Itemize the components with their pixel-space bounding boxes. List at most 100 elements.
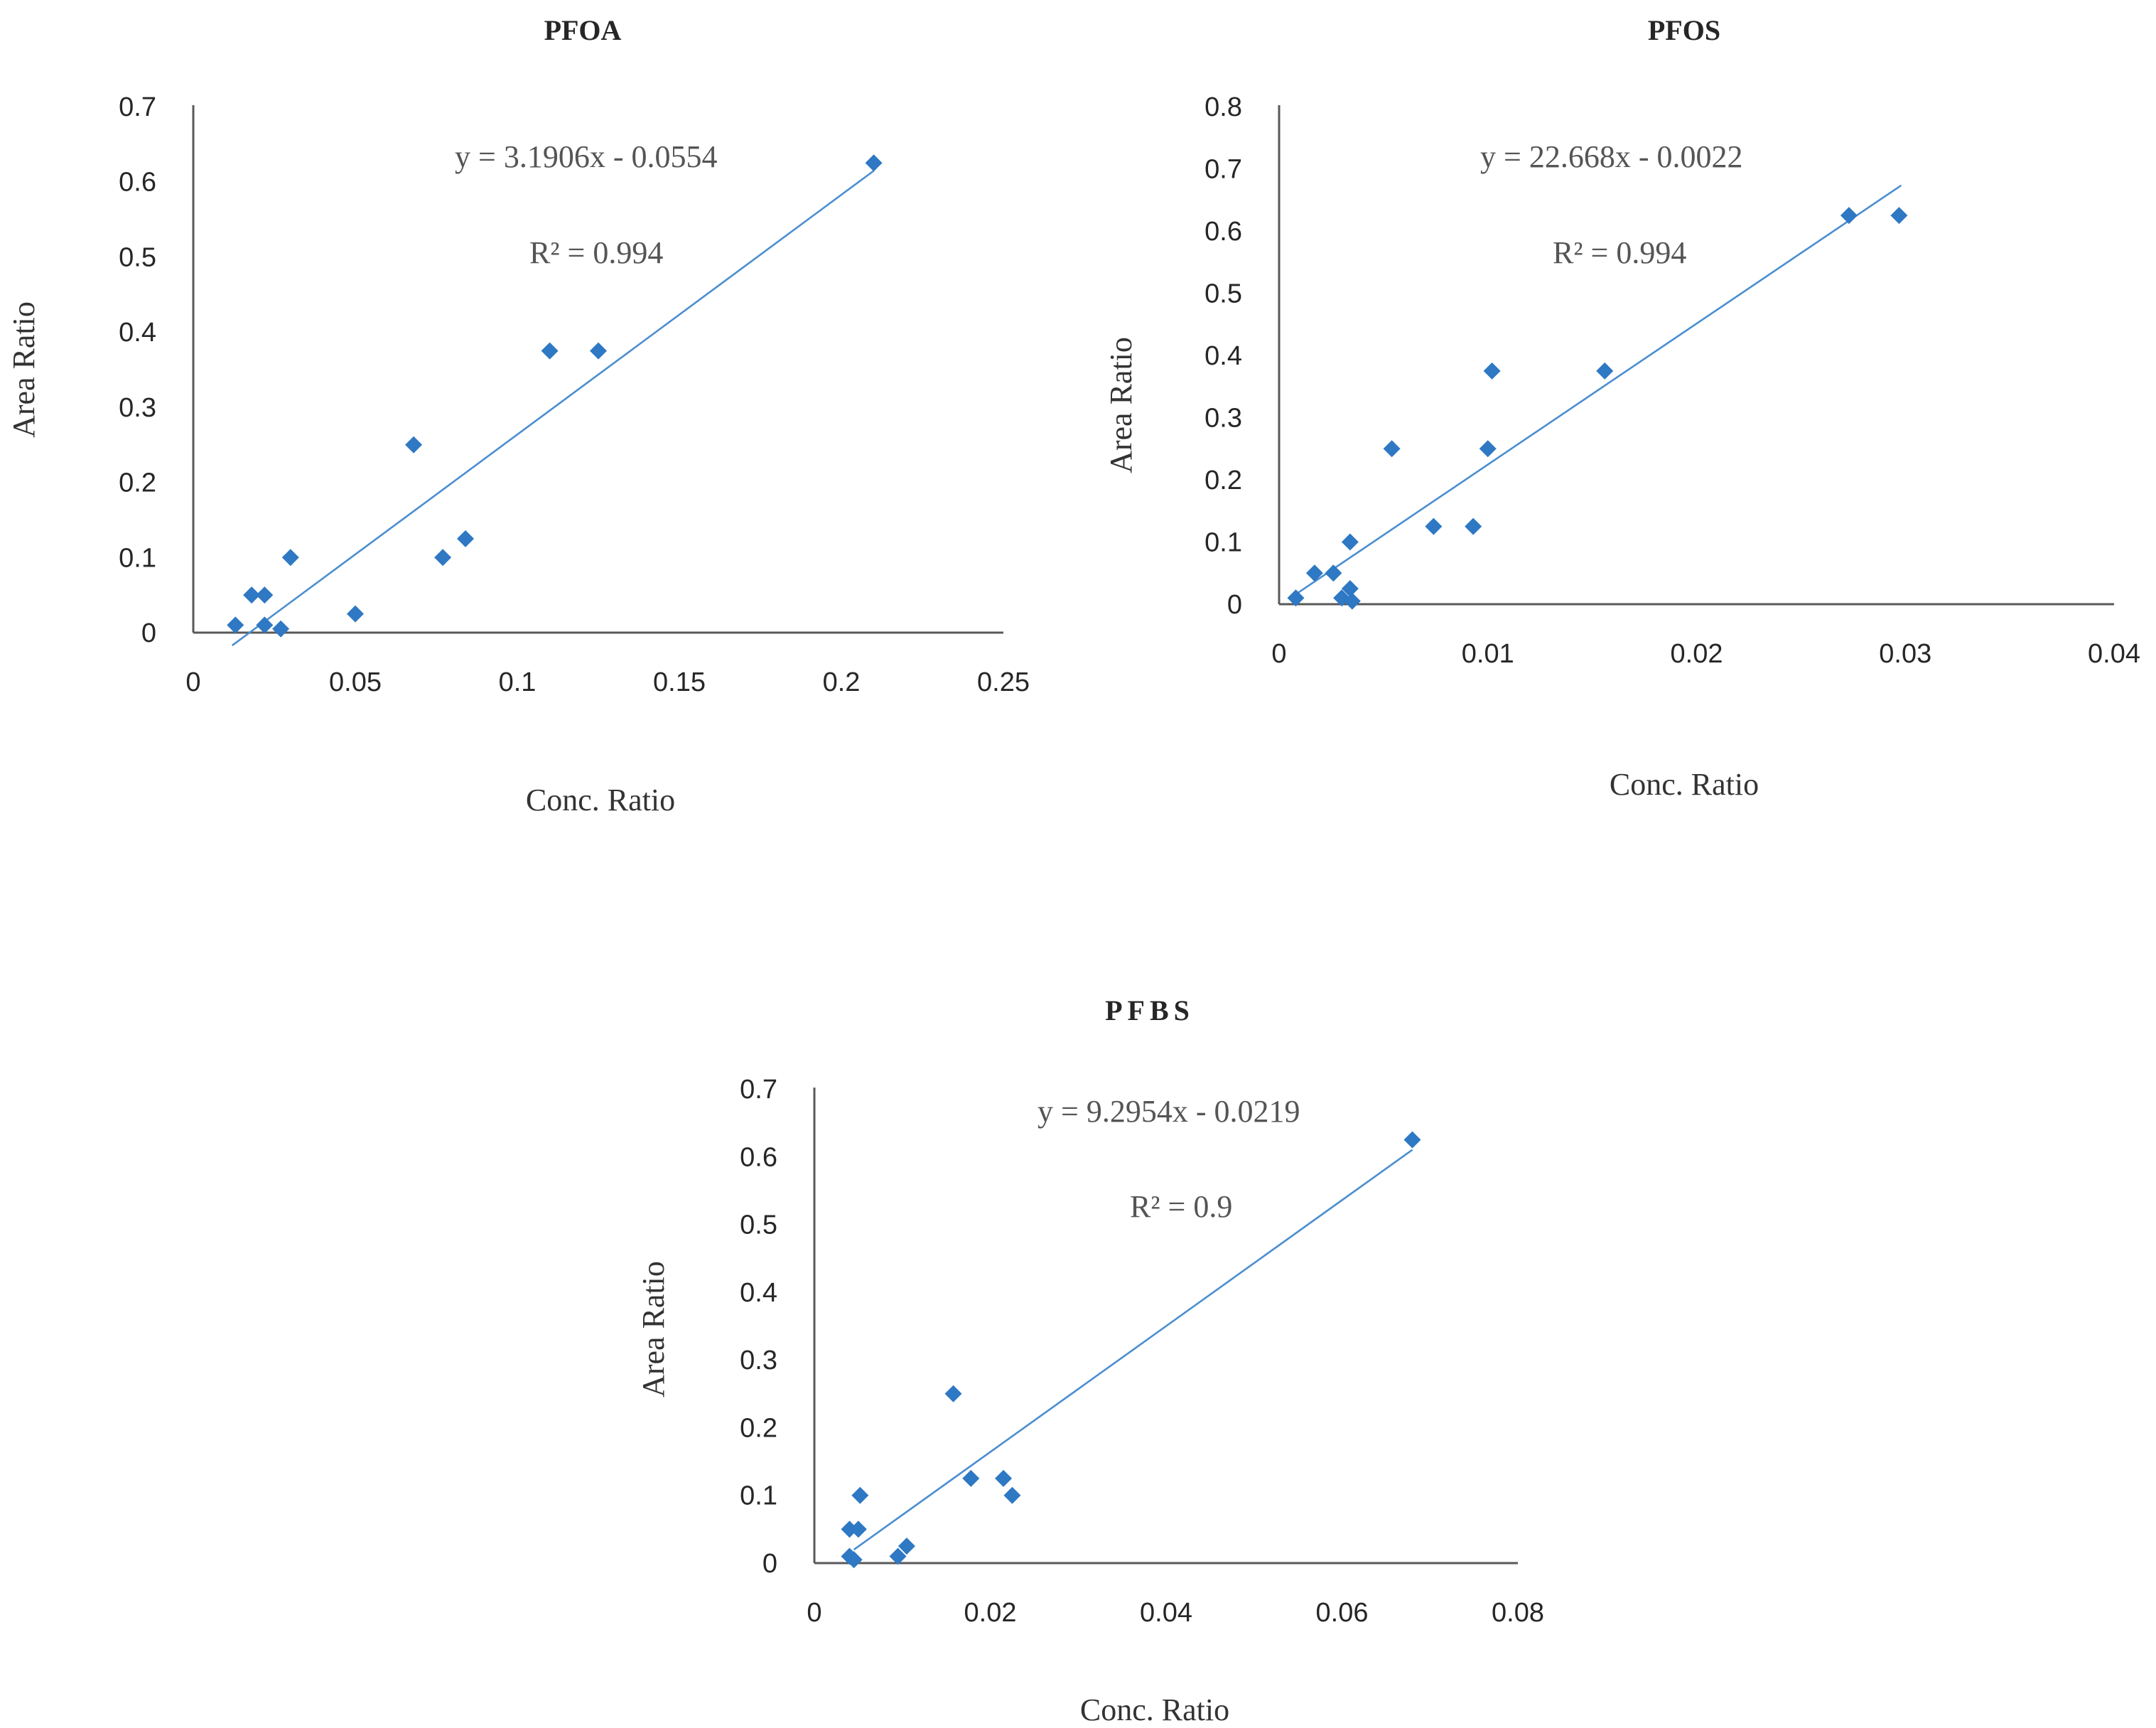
x-axis-label: Conc. Ratio (1610, 767, 1759, 802)
x-tick-label: 0.03 (1879, 639, 1931, 669)
y-tick-label: 0.4 (119, 318, 156, 348)
y-axis-label: Area Ratio (6, 301, 41, 438)
data-point (256, 586, 274, 604)
data-point (1287, 589, 1305, 607)
data-point (944, 1385, 962, 1402)
y-tick-label: 0.4 (1204, 341, 1242, 371)
y-tick-label: 0.5 (1204, 279, 1242, 309)
data-point (1383, 440, 1401, 458)
r-squared: R² = 0.994 (1553, 235, 1686, 270)
data-point (405, 436, 423, 454)
y-axis-label: Area Ratio (1104, 337, 1138, 473)
data-point (227, 616, 244, 634)
data-point (1840, 207, 1858, 225)
data-point (995, 1469, 1013, 1487)
chart-pfos: PFOS 0 0.1 0.2 0.3 0.4 0.5 0.6 0.7 0.8 0 0.01 0.02 0.… (1104, 14, 2140, 802)
y-axis-label: Area Ratio (636, 1261, 671, 1397)
x-tick-label: 0 (185, 667, 200, 697)
y-tick-label: 0.5 (740, 1211, 777, 1240)
trendline-equation: y = 3.1906x - 0.0554 (455, 139, 717, 174)
data-point (434, 549, 452, 567)
y-tick-label: 0.3 (1204, 404, 1242, 434)
x-tick-label: 0.2 (823, 667, 861, 697)
data-point (457, 530, 475, 547)
data-point (1890, 207, 1908, 225)
data-point (962, 1469, 980, 1487)
x-tick-label: 0.04 (1140, 1598, 1192, 1628)
r-squared: R² = 0.994 (529, 235, 663, 270)
x-tick-label: 0 (1271, 639, 1286, 669)
data-point (889, 1547, 907, 1565)
data-point (1483, 362, 1501, 380)
chart-title: PFOS (1648, 14, 1720, 46)
y-tick-label: 0.1 (1204, 528, 1242, 558)
data-point (1479, 440, 1497, 458)
data-point (1343, 592, 1361, 610)
x-tick-label: 0.15 (653, 667, 706, 697)
data-point (541, 342, 559, 360)
data-point (1465, 517, 1482, 535)
data-point (256, 616, 274, 634)
y-tick-label: 0.2 (1204, 466, 1242, 495)
data-point (1003, 1486, 1021, 1504)
trendline (853, 1149, 1413, 1551)
data-point (841, 1520, 858, 1538)
data-point (851, 1486, 869, 1504)
x-tick-label: 0 (807, 1598, 821, 1628)
trendline (231, 170, 875, 647)
x-tick-label: 0.06 (1316, 1598, 1369, 1628)
y-tick-label: 0.3 (119, 393, 156, 423)
x-tick-label: 0.25 (977, 667, 1030, 697)
chart-title: PFBS (1105, 994, 1195, 1026)
data-point (849, 1520, 867, 1538)
data-point (281, 549, 299, 567)
y-tick-label: 0.7 (740, 1075, 777, 1105)
chart-pfbs: PFBS 0 0.1 0.2 0.3 0.4 0.5 0.6 0.7 0 0.02 0.04 0.06 0… (636, 994, 1544, 1727)
x-axis-label: Conc. Ratio (526, 783, 675, 817)
data-point (590, 342, 607, 360)
y-tick-label: 0 (1227, 590, 1242, 620)
trendline-equation: y = 22.668x - 0.0022 (1480, 139, 1742, 174)
data-point (272, 620, 290, 638)
data-point (1325, 564, 1342, 582)
trendline-equation: y = 9.2954x - 0.0219 (1037, 1094, 1300, 1129)
x-tick-label: 0.08 (1492, 1598, 1544, 1628)
data-point (898, 1538, 915, 1555)
y-tick-label: 0.4 (740, 1278, 777, 1308)
data-point (347, 605, 364, 623)
x-tick-label: 0.05 (329, 667, 382, 697)
y-tick-label: 0.5 (119, 242, 156, 272)
data-point (865, 154, 883, 172)
y-tick-label: 0.8 (1204, 92, 1242, 122)
y-tick-label: 0 (762, 1549, 777, 1579)
y-tick-label: 0.1 (119, 543, 156, 573)
data-point (243, 586, 261, 604)
x-tick-label: 0.02 (1671, 639, 1723, 669)
y-tick-label: 0 (141, 618, 156, 648)
chart-title: PFOA (544, 14, 622, 46)
data-point (845, 1551, 863, 1569)
y-tick-label: 0.3 (740, 1346, 777, 1375)
y-tick-label: 0.7 (1204, 155, 1242, 185)
data-point (1341, 580, 1359, 598)
data-point (1425, 517, 1443, 535)
x-tick-label: 0.01 (1462, 639, 1514, 669)
data-point (1341, 533, 1359, 551)
x-tick-label: 0.04 (2088, 639, 2140, 669)
y-tick-label: 0.6 (119, 168, 156, 198)
y-tick-label: 0.7 (119, 92, 156, 122)
x-axis-label: Conc. Ratio (1080, 1692, 1229, 1727)
data-point (1403, 1131, 1421, 1149)
y-tick-label: 0.1 (740, 1481, 777, 1511)
r-squared: R² = 0.9 (1130, 1189, 1232, 1224)
chart-pfoa: PFOA 0 0.1 0.2 0.3 0.4 0.5 0.6 0.7 0 0.05 0.1 0.15 0.… (6, 14, 1030, 817)
y-tick-label: 0.6 (1204, 217, 1242, 247)
x-tick-label: 0.1 (499, 667, 537, 697)
x-tick-label: 0.02 (964, 1598, 1017, 1628)
y-tick-label: 0.2 (119, 468, 156, 498)
data-point (1596, 362, 1614, 380)
y-tick-label: 0.2 (740, 1413, 777, 1443)
trendline (1295, 184, 1902, 596)
data-point (1305, 564, 1323, 582)
